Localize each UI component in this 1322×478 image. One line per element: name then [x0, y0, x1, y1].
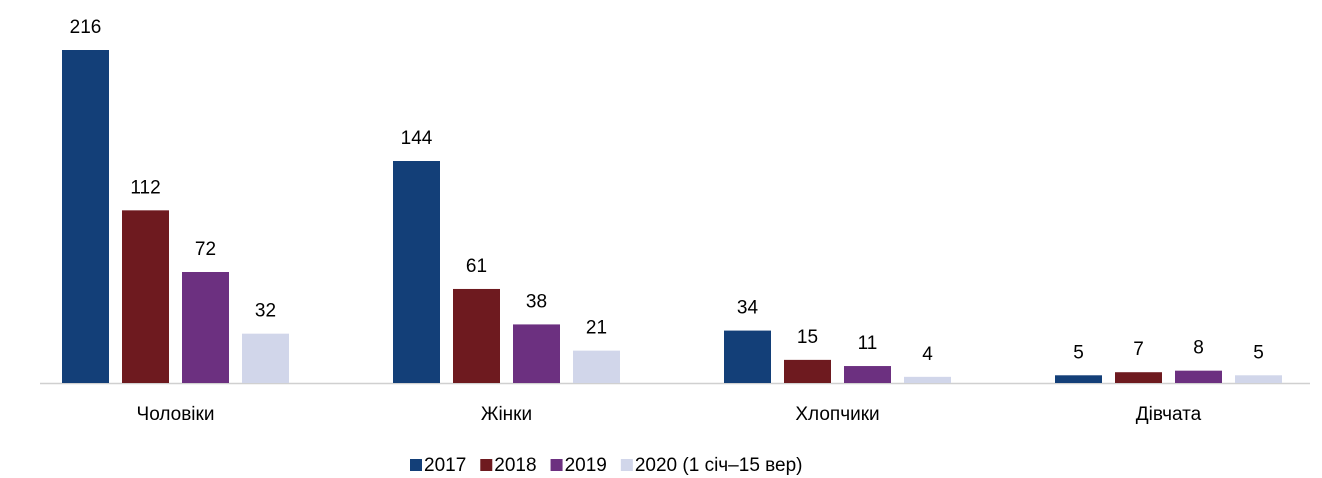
x-tick-label: Хлопчики [795, 404, 879, 425]
data-label: 7 [1133, 339, 1144, 360]
bar [242, 333, 289, 383]
legend-swatch [480, 459, 493, 471]
bar [393, 161, 440, 383]
x-tick-label: Дівчата [1136, 404, 1202, 425]
bar [1055, 375, 1102, 383]
x-tick-label: Чоловіки [137, 404, 215, 425]
bar [784, 359, 831, 383]
legend-swatch [550, 459, 563, 471]
bar [513, 324, 560, 383]
data-label: 11 [858, 333, 878, 354]
legend-label: 2017 [424, 455, 466, 476]
bar [122, 210, 169, 383]
bar [844, 366, 891, 383]
x-tick-label: Жінки [481, 404, 532, 425]
data-label: 8 [1193, 338, 1204, 359]
bar [904, 376, 951, 383]
data-label: 144 [401, 128, 433, 149]
data-label: 34 [737, 298, 759, 319]
bar [1235, 375, 1282, 383]
legend-swatch [620, 459, 633, 471]
bar [1115, 372, 1162, 383]
data-label: 21 [586, 318, 607, 339]
data-label: 72 [195, 239, 216, 260]
bar [182, 272, 229, 383]
legend-label: 2019 [565, 455, 607, 476]
data-label: 216 [70, 17, 102, 38]
data-label: 112 [130, 177, 160, 198]
data-label: 5 [1073, 342, 1084, 363]
bar [62, 50, 109, 383]
data-label: 15 [797, 327, 818, 348]
data-label: 61 [466, 256, 487, 277]
data-label: 5 [1253, 342, 1264, 363]
bar [573, 350, 620, 383]
bar [724, 330, 771, 383]
data-label: 38 [526, 291, 547, 312]
bar [453, 288, 500, 383]
bar [1175, 370, 1222, 383]
legend-label: 2020 (1 січ–15 вер) [635, 455, 803, 476]
legend-swatch [410, 459, 422, 471]
data-label: 32 [255, 301, 276, 322]
data-label: 4 [922, 344, 933, 365]
legend-label: 2018 [494, 455, 536, 476]
